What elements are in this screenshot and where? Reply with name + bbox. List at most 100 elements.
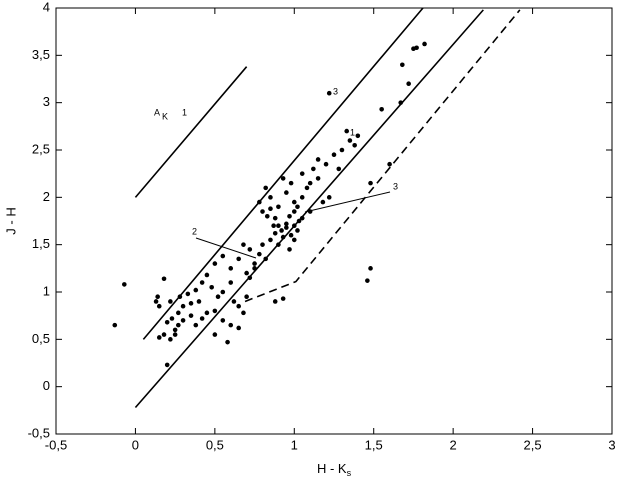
data-point: [307, 209, 313, 214]
data-point: [168, 299, 173, 304]
data-point: [288, 180, 294, 186]
data-point: [199, 280, 205, 285]
leader-line: [304, 191, 391, 213]
data-point: [220, 318, 226, 323]
data-point: [252, 261, 257, 266]
data-point: [272, 299, 278, 304]
data-point: [280, 176, 286, 181]
data-point: [188, 313, 194, 318]
annotation: A: [154, 107, 160, 117]
data-point: [339, 147, 345, 153]
data-point: [228, 280, 234, 285]
reference-line: [134, 66, 248, 198]
x-tick-label: 0: [132, 437, 139, 452]
data-point: [355, 133, 361, 139]
data-point: [244, 270, 249, 276]
data-point: [315, 176, 321, 181]
data-point: [284, 190, 289, 195]
data-point: [196, 299, 202, 304]
data-point: [276, 242, 281, 247]
data-point: [323, 161, 329, 167]
annotation: K: [162, 111, 168, 121]
data-point: [155, 294, 160, 300]
data-point: [168, 337, 173, 342]
x-axis-label: H - Ks: [317, 461, 352, 478]
data-point: [193, 322, 199, 328]
x-tick-label: 2: [450, 437, 457, 452]
data-point: [299, 215, 305, 221]
data-point: [291, 199, 297, 205]
data-point: [185, 291, 191, 297]
data-point: [172, 332, 178, 337]
data-point: [352, 142, 357, 148]
data-point: [279, 228, 284, 233]
data-point: [161, 276, 167, 282]
leader-line: [195, 237, 257, 259]
annotation: 2: [192, 226, 197, 236]
data-point: [220, 289, 226, 295]
data-point: [368, 180, 373, 186]
data-point: [156, 335, 162, 340]
data-point: [331, 152, 337, 158]
data-point: [260, 209, 265, 214]
data-point: [295, 228, 300, 233]
data-point: [326, 90, 332, 96]
y-tick-label: 3: [43, 94, 50, 109]
reference-line: [142, 7, 424, 340]
data-point: [307, 180, 313, 186]
data-point: [271, 223, 276, 229]
data-point: [122, 282, 127, 287]
data-point: [176, 310, 181, 316]
data-point: [336, 166, 342, 172]
data-point: [188, 301, 194, 306]
data-point: [236, 325, 241, 331]
x-tick-label: -0,5: [45, 437, 67, 452]
data-point: [268, 237, 273, 243]
data-point: [296, 218, 302, 224]
data-point: [164, 319, 170, 325]
y-tick-label: 0,5: [32, 331, 50, 346]
data-point: [215, 294, 221, 300]
data-point: [176, 322, 181, 328]
data-point: [268, 206, 273, 211]
data-point: [169, 316, 175, 321]
data-point: [264, 213, 270, 219]
x-label-sub: s: [347, 468, 352, 478]
annotation: 1: [350, 127, 355, 137]
y-tick-label: 0: [43, 378, 50, 393]
data-point: [387, 161, 392, 167]
x-tick-label: 1: [291, 437, 298, 452]
data-point: [252, 266, 257, 271]
data-point: [231, 299, 237, 304]
data-point: [344, 128, 350, 134]
y-tick-label: 1,5: [32, 236, 50, 251]
data-point: [257, 251, 262, 257]
y-tick-label: -0,5: [28, 425, 50, 440]
data-point: [228, 322, 234, 328]
data-point: [287, 213, 292, 219]
data-point: [365, 278, 370, 283]
data-point: [276, 223, 281, 229]
data-point: [272, 231, 278, 236]
plot-frame: [55, 7, 613, 435]
data-point: [177, 294, 183, 300]
data-point: [212, 308, 218, 314]
data-point: [272, 215, 278, 221]
data-point: [212, 332, 218, 337]
data-point: [236, 256, 241, 262]
x-label-main: H - K: [317, 461, 347, 476]
y-tick-label: 1: [43, 283, 50, 298]
y-tick-label: 3,5: [32, 47, 50, 62]
data-point: [347, 138, 353, 143]
data-point: [268, 195, 273, 200]
data-point: [244, 294, 249, 300]
reference-line: [244, 9, 521, 303]
data-point: [280, 234, 286, 240]
data-point: [287, 247, 292, 252]
y-axis-label: J - H: [3, 207, 18, 234]
data-point: [156, 303, 162, 309]
data-point: [304, 185, 310, 191]
data-point: [299, 195, 305, 200]
data-point: [291, 209, 297, 214]
